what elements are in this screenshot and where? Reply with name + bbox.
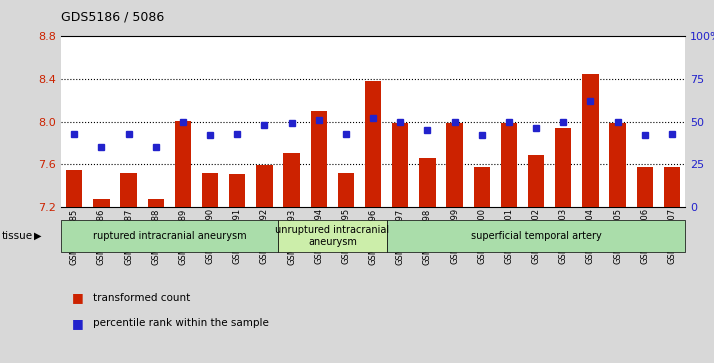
Text: ▶: ▶ (34, 231, 42, 241)
Bar (446, 123, 463, 207)
Bar (609, 123, 625, 207)
Text: ruptured intracranial aneurysm: ruptured intracranial aneurysm (93, 231, 246, 241)
Bar (278, 220, 387, 252)
Text: GDS5186 / 5086: GDS5186 / 5086 (61, 11, 164, 24)
Bar (501, 123, 517, 207)
Bar (202, 173, 218, 207)
Bar (61, 220, 278, 252)
Bar (256, 165, 273, 207)
Text: percentile rank within the sample: percentile rank within the sample (93, 318, 268, 328)
Text: superficial temporal artery: superficial temporal artery (471, 231, 601, 241)
Bar (175, 121, 191, 207)
Bar (582, 74, 598, 207)
Bar (338, 173, 354, 207)
Bar (387, 220, 685, 252)
Text: ■: ■ (71, 317, 83, 330)
Bar (555, 128, 571, 207)
Text: tissue: tissue (2, 231, 34, 241)
Bar (419, 158, 436, 207)
Bar (121, 173, 137, 207)
Bar (528, 155, 544, 207)
Bar (311, 111, 327, 207)
Bar (229, 174, 246, 207)
Bar (66, 170, 82, 207)
Text: unruptured intracranial
aneurysm: unruptured intracranial aneurysm (276, 225, 389, 247)
Bar (94, 199, 109, 207)
Bar (664, 167, 680, 207)
Bar (148, 199, 164, 207)
Bar (637, 167, 653, 207)
Bar (283, 152, 300, 207)
Text: transformed count: transformed count (93, 293, 190, 303)
Bar (365, 81, 381, 207)
Text: ■: ■ (71, 291, 83, 304)
Bar (473, 167, 490, 207)
Bar (392, 123, 408, 207)
